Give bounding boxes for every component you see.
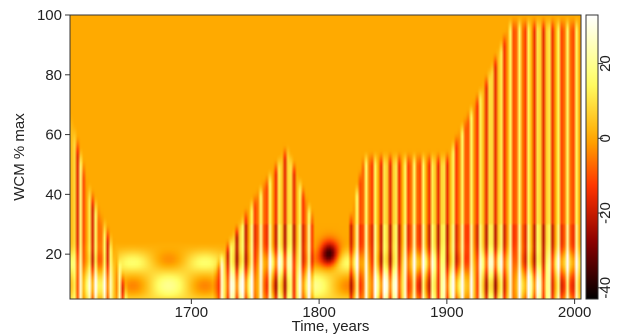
x-axis-label: Time, years: [292, 318, 370, 335]
x-tick-label: 2000: [558, 304, 591, 321]
x-tick-label: 1900: [430, 304, 463, 321]
y-axis: 20 40 60 80 100: [37, 7, 70, 263]
colorbar-axis: 20 0 -20 -40: [597, 55, 614, 298]
y-tick-label: 60: [45, 127, 62, 144]
colorbar-tick-label: -40: [597, 277, 614, 299]
plot-area: [70, 15, 581, 299]
y-axis-label: WCM % max: [11, 113, 28, 201]
y-tick-label: 100: [37, 7, 62, 24]
colorbar-tick-label: 0: [597, 134, 614, 142]
x-tick-label: 1700: [175, 304, 208, 321]
colorbar-tick-label: -20: [597, 202, 614, 224]
heatmap-cells: [70, 15, 581, 299]
x-tick-label: 1800: [302, 304, 335, 321]
colorbar-tick-label: 20: [597, 55, 614, 72]
plot-frame: [69, 14, 582, 300]
x-axis: 1700 1800 1900 2000: [175, 299, 591, 321]
y-tick-label: 20: [45, 246, 62, 263]
y-tick-label: 40: [45, 186, 62, 203]
y-tick-label: 80: [45, 67, 62, 84]
colorbar: [585, 14, 599, 300]
